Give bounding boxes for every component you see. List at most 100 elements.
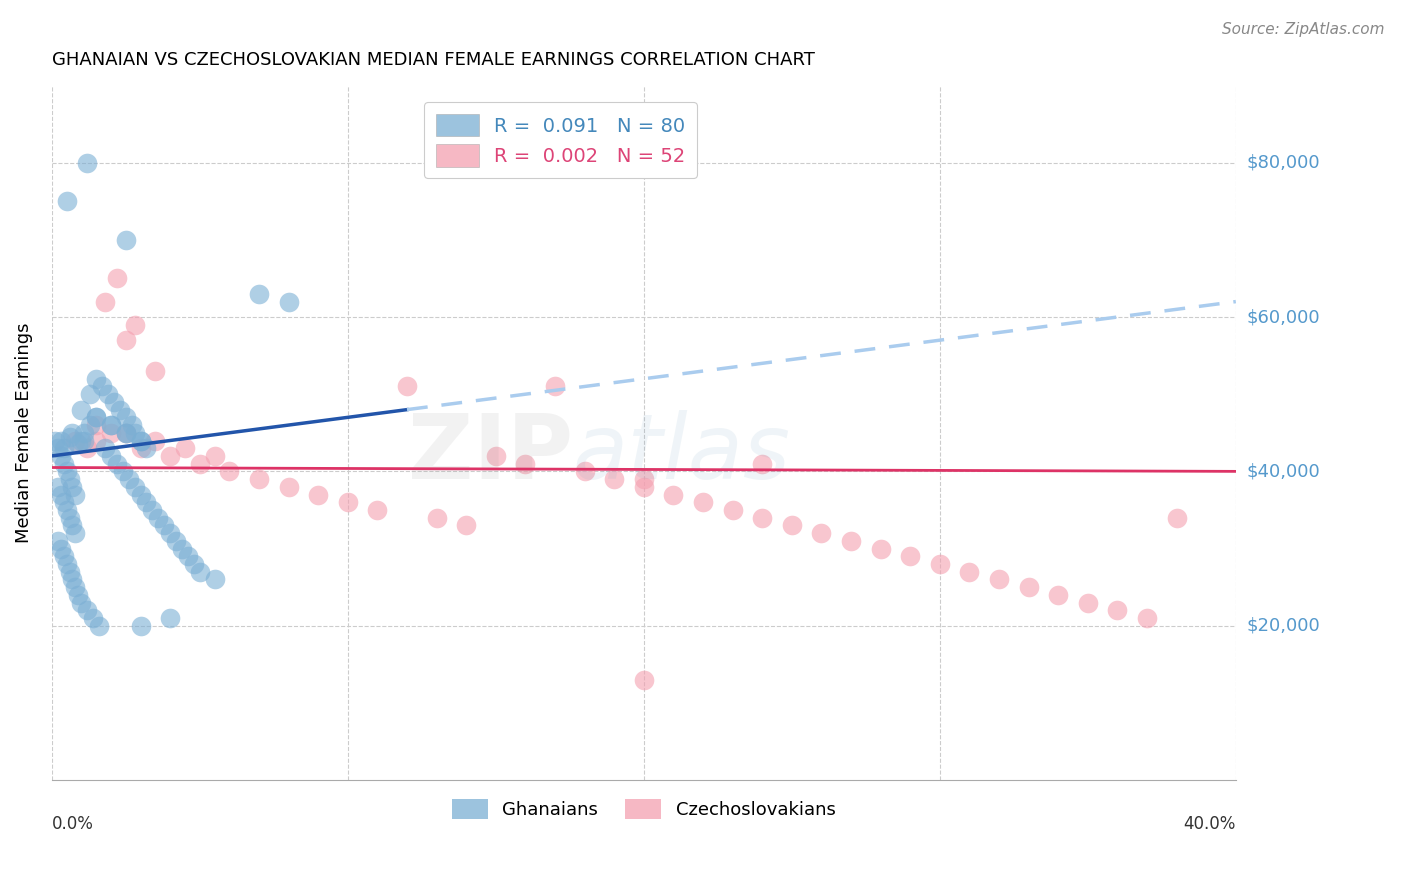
Point [633,480,655,494]
Point [277,480,299,494]
Point [247,286,270,301]
Point [135,441,157,455]
Point [65,434,87,448]
Point [105,271,128,285]
Point [114,410,136,425]
Point [84,372,107,386]
Point [456,518,478,533]
Point [218,464,240,478]
Text: atlas: atlas [572,409,790,498]
Point [62,518,84,533]
Point [46,441,69,455]
Point [65,580,87,594]
Point [574,464,596,478]
Point [84,418,107,433]
Point [129,618,152,632]
Point [70,596,93,610]
Point [103,395,125,409]
Point [65,487,87,501]
Point [62,425,84,440]
Point [603,472,626,486]
Point [869,541,891,556]
Point [177,549,200,564]
Point [485,449,508,463]
Text: $60,000: $60,000 [1247,308,1320,326]
Point [188,565,211,579]
Text: 40.0%: 40.0% [1184,814,1236,833]
Legend: Ghanaians, Czechoslovakians: Ghanaians, Czechoslovakians [444,791,844,827]
Point [55,194,77,209]
Point [70,402,93,417]
Point [55,464,77,478]
Point [84,410,107,425]
Point [105,457,128,471]
Point [143,434,166,448]
Point [1077,596,1099,610]
Point [633,472,655,486]
Point [52,441,75,455]
Point [165,533,187,548]
Point [129,487,152,501]
Point [183,557,205,571]
Point [114,425,136,440]
Point [114,233,136,247]
Point [124,425,146,440]
Point [114,425,136,440]
Point [839,533,862,548]
Point [73,425,96,440]
Point [118,472,141,486]
Point [247,472,270,486]
Point [129,434,152,448]
Point [143,364,166,378]
Text: Source: ZipAtlas.com: Source: ZipAtlas.com [1222,22,1385,37]
Text: 0.0%: 0.0% [52,814,94,833]
Point [153,518,176,533]
Point [544,379,567,393]
Point [79,418,101,433]
Point [100,425,122,440]
Point [76,603,98,617]
Point [111,464,134,478]
Point [44,434,66,448]
Point [1018,580,1040,594]
Point [988,573,1011,587]
Point [141,503,163,517]
Text: $40,000: $40,000 [1247,462,1320,481]
Point [46,480,69,494]
Point [94,294,117,309]
Point [159,526,181,541]
Point [366,503,388,517]
Point [957,565,980,579]
Point [76,441,98,455]
Point [633,673,655,687]
Point [58,565,80,579]
Y-axis label: Median Female Earnings: Median Female Earnings [15,323,32,543]
Point [810,526,832,541]
Point [87,618,110,632]
Point [721,503,744,517]
Point [52,495,75,509]
Text: $20,000: $20,000 [1247,616,1320,635]
Point [515,457,537,471]
Point [204,573,226,587]
Point [79,387,101,401]
Point [55,557,77,571]
Point [1166,510,1188,524]
Point [52,457,75,471]
Point [58,472,80,486]
Point [52,549,75,564]
Point [94,441,117,455]
Text: GHANAIAN VS CZECHOSLOVAKIAN MEDIAN FEMALE EARNINGS CORRELATION CHART: GHANAIAN VS CZECHOSLOVAKIAN MEDIAN FEMAL… [52,51,814,69]
Point [65,526,87,541]
Point [124,480,146,494]
Point [58,510,80,524]
Point [188,457,211,471]
Point [336,495,359,509]
Point [751,510,773,524]
Point [84,410,107,425]
Point [307,487,329,501]
Text: ZIP: ZIP [408,409,572,498]
Point [1136,611,1159,625]
Point [49,449,72,463]
Point [124,318,146,332]
